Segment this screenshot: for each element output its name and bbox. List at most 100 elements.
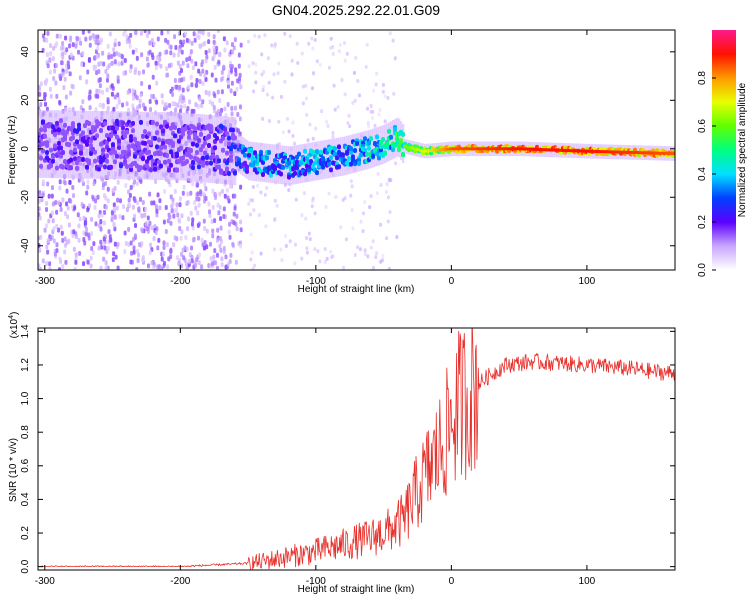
- spectrogram-ridge-cell: [95, 133, 99, 139]
- spectrogram-noise-cell: [371, 265, 375, 270]
- spectrogram-halo-cell: [52, 110, 55, 179]
- spectrogram-noise-cell: [55, 248, 59, 254]
- spectrogram-noise-cell: [178, 84, 182, 90]
- spectrogram-ridge-cell: [149, 140, 153, 146]
- spectrogram-noise-cell: [176, 212, 180, 218]
- spectrogram-noise-cell: [235, 86, 239, 92]
- spectrogram-noise-cell: [363, 248, 367, 253]
- spectrogram-noise-cell: [93, 204, 97, 210]
- spectrogram-noise-cell: [222, 206, 226, 212]
- spectrogram-ridge-cell: [191, 141, 195, 147]
- spectrogram-noise-cell: [45, 37, 49, 43]
- spectrogram-noise-cell: [65, 188, 69, 194]
- spectrogram-ridge-cell: [225, 150, 229, 156]
- spectrogram-noise-cell: [50, 193, 54, 199]
- spectrogram-noise-cell: [150, 225, 154, 231]
- spectrogram-noise-cell: [110, 53, 114, 59]
- spectrogram-halo-cell: [198, 114, 201, 182]
- spectrogram-noise-cell: [204, 58, 208, 64]
- spectrogram-noise-cell: [173, 78, 177, 84]
- spectrogram-noise-cell: [254, 62, 258, 67]
- spectrogram-noise-cell: [234, 67, 238, 73]
- spectrogram-ridge-cell: [39, 155, 43, 161]
- spectrogram-noise-cell: [98, 102, 102, 108]
- spectrogram-ridge-cell: [149, 167, 153, 173]
- spectrogram-noise-cell: [207, 201, 211, 207]
- spectrogram-noise-cell: [370, 116, 374, 121]
- spectrogram-noise-cell: [85, 190, 89, 196]
- spectrogram-noise-cell: [364, 65, 368, 70]
- spectrogram-noise-cell: [148, 249, 152, 255]
- spectrogram-ridge-cell: [181, 131, 185, 137]
- spectrogram-noise-cell: [283, 79, 287, 84]
- spectrogram-noise-cell: [222, 245, 226, 251]
- spectrogram-noise-cell: [129, 185, 133, 191]
- spectrogram-ridge-cell: [315, 148, 319, 154]
- spectrogram-noise-cell: [203, 239, 207, 245]
- spectrogram-noise-cell: [52, 45, 56, 51]
- spectrogram-noise-cell: [55, 41, 59, 47]
- spectrogram-ridge-cell: [381, 136, 385, 142]
- spectrogram-noise-cell: [188, 99, 192, 105]
- spectrogram-ridge-cell: [121, 130, 125, 136]
- spectrogram-noise-cell: [155, 208, 159, 214]
- spectrogram-noise-cell: [125, 33, 129, 39]
- spectrogram-noise-cell: [165, 49, 169, 55]
- spectrogram-noise-cell: [361, 229, 365, 234]
- spectrogram-ridge-cell: [99, 162, 103, 168]
- spectrogram-ridge-cell: [125, 163, 129, 169]
- spectrogram-noise-cell: [145, 226, 149, 232]
- spectrogram-noise-cell: [190, 40, 194, 46]
- spectrogram-noise-cell: [186, 226, 190, 232]
- spectrogram-ridge-cell: [169, 149, 173, 155]
- spectrogram-noise-cell: [45, 244, 49, 250]
- spectrogram-halo-cell: [152, 111, 155, 180]
- spectrogram-noise-cell: [73, 205, 77, 211]
- spectrogram-noise-cell: [218, 243, 222, 249]
- spectrogram-noise-cell: [363, 252, 367, 257]
- spectrogram-noise-cell: [87, 232, 91, 238]
- spectrogram-noise-cell: [87, 58, 91, 64]
- spectrogram-noise-cell: [178, 63, 182, 69]
- spectrogram-noise-cell: [204, 90, 208, 96]
- spectrogram-ridge-cell: [309, 159, 313, 165]
- spectrogram-ridge-cell: [393, 127, 397, 133]
- spectrogram-ridge-cell: [245, 168, 249, 174]
- spectrogram-noise-cell: [248, 212, 252, 217]
- spectrogram-noise-cell: [107, 54, 111, 60]
- spectrogram-halo-cell: [244, 138, 247, 178]
- spectrogram-noise-cell: [64, 35, 68, 41]
- spectrogram-noise-cell: [211, 233, 215, 239]
- spectrogram-noise-cell: [141, 200, 145, 206]
- spectrogram-noise-cell: [239, 184, 243, 190]
- spectrogram-noise-cell: [122, 204, 126, 210]
- spectrogram-noise-cell: [185, 37, 189, 43]
- colorbar-label: Normalized spectral amplitude: [737, 82, 748, 217]
- spectrogram-noise-cell: [233, 37, 237, 43]
- spectrogram-noise-cell: [283, 31, 287, 36]
- spectrogram-noise-cell: [162, 260, 166, 266]
- spectrogram-ridge-cell: [111, 142, 115, 148]
- spectrogram-noise-cell: [159, 266, 163, 270]
- y-tick-label: 1.0: [20, 391, 31, 405]
- spectrogram-noise-cell: [96, 194, 100, 200]
- spectrogram-halo-cell: [82, 110, 85, 179]
- spectrogram-ridge-cell: [113, 159, 117, 165]
- spectrogram-noise-cell: [358, 247, 362, 252]
- spectrogram-noise-cell: [90, 245, 94, 251]
- spectrogram-noise-cell: [92, 241, 96, 247]
- spectrogram-noise-cell: [45, 206, 49, 212]
- spectrogram-noise-cell: [313, 38, 317, 43]
- spectrogram-noise-cell: [207, 48, 211, 54]
- spectrogram-noise-cell: [263, 33, 267, 38]
- spectrogram-ridge-cell: [161, 128, 165, 134]
- spectrogram-noise-cell: [118, 198, 122, 204]
- spectrogram-ridge-cell: [71, 135, 75, 141]
- spectrogram-noise-cell: [173, 235, 177, 241]
- colorbar-tick-label: 0.8: [697, 71, 708, 85]
- spectrogram-noise-cell: [168, 214, 172, 220]
- spectrogram-noise-cell: [154, 204, 158, 210]
- spectrogram-ridge-cell: [129, 134, 133, 140]
- spectrogram-noise-cell: [53, 68, 57, 74]
- spectrogram-ridge-cell: [357, 160, 361, 166]
